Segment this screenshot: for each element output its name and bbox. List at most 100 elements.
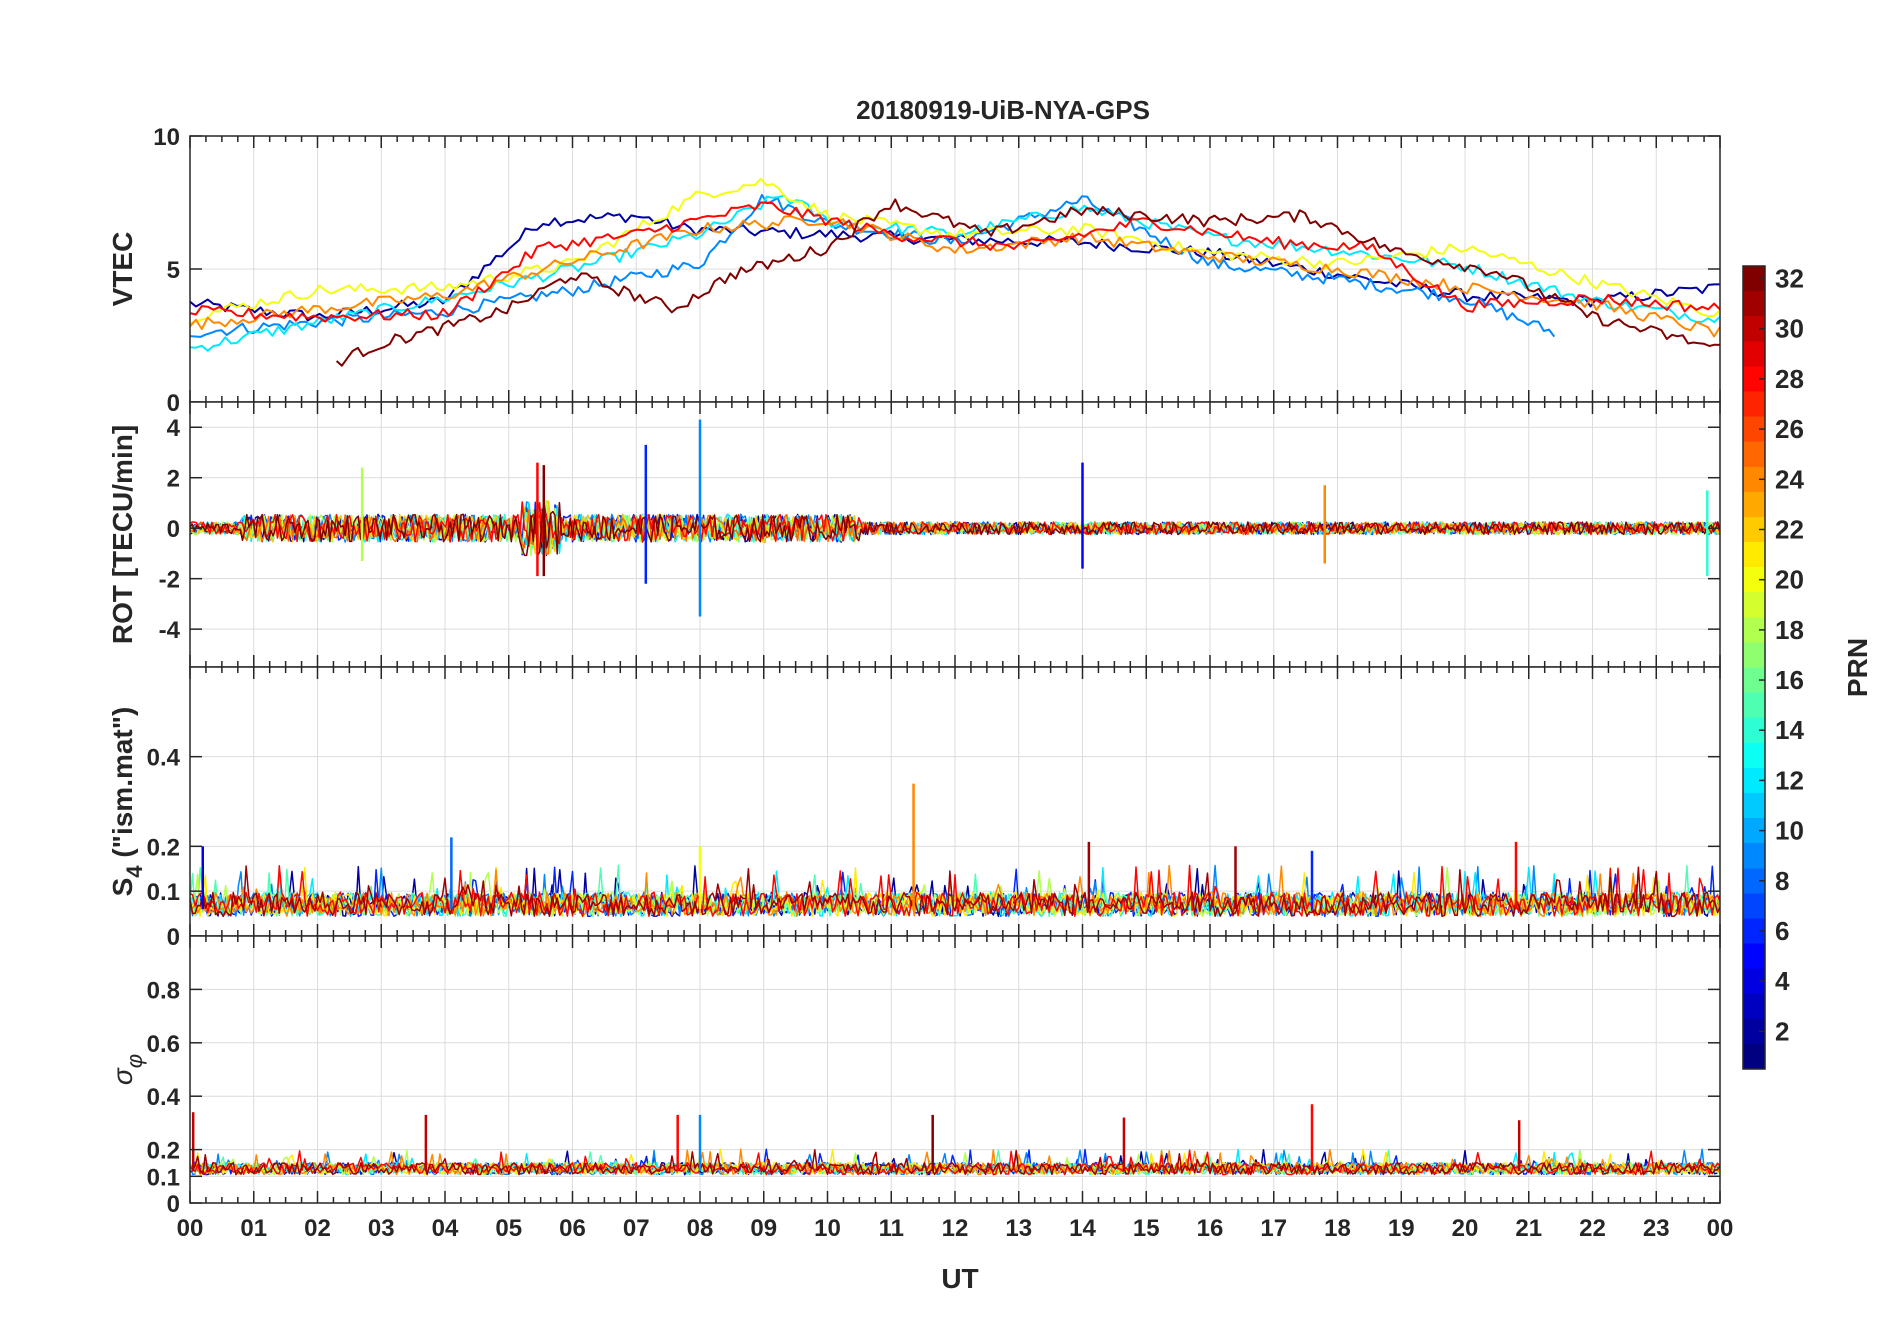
panel-rot-y-tick-label: -2 xyxy=(159,567,180,594)
x-tick-label: 15 xyxy=(1133,1215,1160,1242)
rot-series-prn-32 xyxy=(190,500,1720,557)
panel-rot-y-tick-label: 2 xyxy=(167,466,180,493)
colorbar-tick-label: 16 xyxy=(1775,665,1804,695)
x-tick-label: 01 xyxy=(240,1215,267,1242)
panel-sigma_phi-y-tick-label: 0 xyxy=(167,1191,180,1218)
colorbar-tick-label: 30 xyxy=(1775,314,1804,344)
colorbar-tick-label: 12 xyxy=(1775,765,1804,795)
panel-vtec-y-tick-label: 10 xyxy=(153,124,180,151)
colorbar-scale xyxy=(1742,265,1766,1070)
vtec-series-prn-24 xyxy=(190,215,1720,338)
x-tick-label: 00 xyxy=(177,1215,204,1242)
panel-sigma_phi-data xyxy=(190,1104,1720,1176)
panel-vtec-x-ticks xyxy=(189,136,1721,402)
x-tick-label: 09 xyxy=(750,1215,777,1242)
panel-rot-y-tick-label: 0 xyxy=(167,516,180,543)
x-tick-label: 04 xyxy=(432,1215,459,1242)
panel-s4-y-tick-label: 0 xyxy=(167,924,180,951)
vtec-series-prn-9 xyxy=(190,193,1556,338)
panel-sigma_phi-grid xyxy=(190,936,1720,1203)
colorbar-tick-label: 26 xyxy=(1775,414,1804,444)
x-tick-label: 12 xyxy=(942,1215,969,1242)
panel-rot-data xyxy=(190,419,1720,617)
colorbar-tick-label: 32 xyxy=(1775,264,1804,294)
panel-vtec-y-tick-label: 0 xyxy=(167,390,180,417)
chart-title: 20180919-UiB-NYA-GPS xyxy=(856,95,1150,125)
colorbar-tick-label: 4 xyxy=(1775,966,1790,996)
x-tick-label: 03 xyxy=(368,1215,395,1242)
panel-vtec-y-tick-label: 5 xyxy=(167,257,180,284)
s4-series-prn-18 xyxy=(190,866,1720,918)
panel-sigma_phi-y-tick-label: 0.6 xyxy=(147,1031,180,1058)
colorbar-tick-label: 18 xyxy=(1775,615,1804,645)
colorbar-tick-label: 8 xyxy=(1775,866,1789,896)
y-label-main: S xyxy=(107,878,138,897)
y-label-main: σ xyxy=(107,1067,138,1085)
panel-sigma_phi-y-tick-label: 0.4 xyxy=(147,1084,181,1111)
colorbar-tick-label: 20 xyxy=(1775,565,1804,595)
panel-s4-x-ticks xyxy=(189,667,1721,936)
x-axis-label: UT xyxy=(941,1263,978,1294)
x-tick-label: 22 xyxy=(1579,1215,1606,1242)
panel-sigma_phi-x-ticks xyxy=(189,936,1721,1203)
panel-s4-y-tick-label: 0.4 xyxy=(147,745,181,772)
y-label-subscript: φ xyxy=(122,1054,147,1068)
panel-s4-y-tick-label: 0.2 xyxy=(147,834,180,861)
s4-series-prn-31 xyxy=(190,865,1720,918)
y-label-subscript: 4 xyxy=(122,865,147,878)
panel-rot-y-tick-label: 4 xyxy=(167,415,181,442)
x-tick-label: 16 xyxy=(1197,1215,1224,1242)
rot-series-prn-25 xyxy=(190,508,1720,555)
panel-sigma_phi: 00.10.2 0.4 0.6 0.8 σφ 00 01 02 03 04 05 06 07 08 09 10… xyxy=(107,935,1734,1242)
x-tick-label: 14 xyxy=(1069,1215,1096,1242)
x-tick-label: 02 xyxy=(304,1215,331,1242)
panel-rot-y-tick-label: -4 xyxy=(159,617,181,644)
panel-s4: 00.10.20.4S4 ("ism.mat") xyxy=(107,666,1721,951)
panel-sigma_phi-y-label: σφ xyxy=(107,1054,147,1085)
panel-rot: -4 -2 0 2 4 ROT [TECU/min] xyxy=(107,401,1721,668)
colorbar-tick-label: 6 xyxy=(1775,916,1789,946)
panel-s4-y-label: S4 ("ism.mat") xyxy=(107,707,147,897)
panel-s4-y-tick-label: 0.1 xyxy=(147,879,180,906)
panel-vtec-data xyxy=(190,177,1720,367)
x-tick-label: 08 xyxy=(687,1215,714,1242)
colorbar-tick-label: 24 xyxy=(1775,464,1804,494)
x-tick-label: 11 xyxy=(879,1215,904,1242)
panel-s4-grid xyxy=(190,667,1720,936)
x-tick-label: 23 xyxy=(1643,1215,1670,1242)
colorbar-tick-label: 10 xyxy=(1775,816,1804,846)
panel-sigma_phi-y-tick-label: 0.2 xyxy=(147,1138,180,1165)
x-tick-label: 21 xyxy=(1515,1215,1542,1242)
panel-vtec-grid xyxy=(190,136,1720,402)
sigma_phi-series-prn-28 xyxy=(190,1149,1720,1176)
colorbar-tick-label: 14 xyxy=(1775,715,1804,745)
x-tick-label: 17 xyxy=(1260,1215,1287,1242)
colorbar-tick-label: 28 xyxy=(1775,364,1804,394)
x-tick-label: 00 xyxy=(1707,1215,1734,1242)
panel-vtec-y-label: VTEC xyxy=(107,232,138,307)
sigma_phi-series-prn-18 xyxy=(190,1149,1720,1176)
y-label-rest: ("ism.mat") xyxy=(107,707,138,866)
sigma_phi-series-prn-31 xyxy=(190,1148,1720,1176)
panel-sigma_phi-y-tick-label: 0.1 xyxy=(147,1164,180,1191)
colorbar-label: PRN xyxy=(1842,638,1873,697)
colorbar-tick-label: 2 xyxy=(1775,1016,1789,1046)
vtec-series-prn-32 xyxy=(335,198,1720,367)
x-tick-label: 07 xyxy=(623,1215,650,1242)
rot-series-prn-28 xyxy=(190,501,1720,547)
s4-series-prn-12 xyxy=(190,866,1720,918)
panel-rot-y-label: ROT [TECU/min] xyxy=(107,425,138,644)
panel-vtec: 0 5 10 VTEC xyxy=(107,124,1721,417)
colorbar-tick-label: 22 xyxy=(1775,514,1804,544)
x-tick-label: 19 xyxy=(1388,1215,1415,1242)
vtec-series-prn-28 xyxy=(190,201,1720,323)
x-tick-label: 06 xyxy=(559,1215,586,1242)
x-tick-label: 13 xyxy=(1005,1215,1032,1242)
x-tick-label: 18 xyxy=(1324,1215,1351,1242)
x-tick-label: 20 xyxy=(1452,1215,1479,1242)
x-tick-label: 05 xyxy=(495,1215,522,1242)
panel-rot-x-ticks xyxy=(189,402,1721,667)
